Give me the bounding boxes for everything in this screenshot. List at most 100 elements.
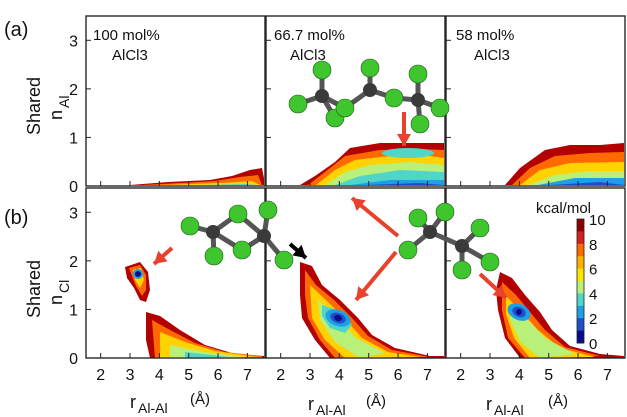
colorbar-tick-label: 10 bbox=[589, 212, 606, 229]
x-tick-label: 4 bbox=[515, 367, 524, 384]
y-tick-label: 3 bbox=[69, 205, 78, 222]
x-tick-label: 6 bbox=[214, 367, 223, 384]
colorbar-swatch bbox=[577, 293, 584, 307]
cl-atom bbox=[228, 204, 248, 224]
x-axis-label-3: r Al-Al (Å) bbox=[486, 393, 568, 417]
frames-overlay bbox=[85, 15, 626, 359]
cl-atom bbox=[312, 60, 332, 80]
al-atom bbox=[315, 89, 329, 103]
colorbar-tick-label: 4 bbox=[589, 286, 597, 303]
x-tick-label: 3 bbox=[306, 367, 315, 384]
al-atom bbox=[411, 93, 425, 107]
colorbar-title: kcal/mol bbox=[536, 200, 591, 217]
x-tick-label: 3 bbox=[126, 367, 135, 384]
colorbar-tick-label: 6 bbox=[589, 262, 597, 279]
x-tick-label: 5 bbox=[544, 367, 553, 384]
contour-a3 bbox=[505, 143, 624, 185]
arrowhead bbox=[492, 284, 506, 298]
x-tick-label: 6 bbox=[394, 367, 403, 384]
cl-atom bbox=[288, 94, 308, 114]
molecule-al2cl6-dimer bbox=[180, 200, 294, 270]
x-tick-label: 7 bbox=[243, 367, 252, 384]
colorbar-swatch bbox=[577, 281, 584, 294]
colorbar-swatch bbox=[577, 231, 584, 245]
x-tick-label: 6 bbox=[574, 367, 583, 384]
colorbar-tick-label: 0 bbox=[589, 336, 597, 353]
colorbar-tick-label: 2 bbox=[589, 311, 597, 328]
y-tick-label: 2 bbox=[69, 82, 78, 99]
svg-text:Shared: Shared bbox=[24, 260, 44, 318]
svg-text:r: r bbox=[486, 394, 492, 414]
arrowhead bbox=[397, 134, 411, 146]
y-tick-label: 0 bbox=[69, 351, 78, 368]
row-label-a: (a) bbox=[4, 19, 28, 41]
x-tick-label: 5 bbox=[364, 367, 373, 384]
colorbar-swatch bbox=[577, 256, 584, 270]
x-tick-label: 2 bbox=[276, 367, 285, 384]
cl-atom bbox=[232, 240, 252, 260]
colorbar-swatch bbox=[577, 268, 584, 282]
cl-atom bbox=[410, 114, 430, 134]
svg-text:Al: Al bbox=[56, 96, 72, 108]
cl-atom bbox=[360, 58, 380, 78]
svg-text:n: n bbox=[46, 110, 66, 120]
y-tick-label: 1 bbox=[69, 302, 78, 319]
x-tick-label: 4 bbox=[335, 367, 344, 384]
panel-a3-composition: 58 mol% bbox=[456, 27, 514, 44]
panel-a1-species: AlCl3 bbox=[112, 47, 148, 64]
arrowhead bbox=[352, 198, 366, 212]
arrowhead bbox=[356, 286, 370, 300]
molecule-al2cl7 bbox=[398, 202, 500, 280]
svg-text:Cl: Cl bbox=[56, 280, 72, 293]
molecule-al3cl10-chain bbox=[288, 58, 450, 134]
cl-atom bbox=[384, 88, 404, 108]
svg-text:(Å): (Å) bbox=[366, 393, 386, 410]
colorbar: kcal/mol 10 8 6 4 2 0 bbox=[536, 200, 606, 353]
al-atom bbox=[206, 225, 220, 239]
cl-atom bbox=[408, 208, 428, 228]
cl-atom bbox=[180, 216, 200, 236]
y-tick-label: 1 bbox=[69, 130, 78, 147]
colorbar-swatch bbox=[577, 243, 584, 257]
panel-a1-composition: 100 mol% bbox=[93, 27, 160, 44]
svg-text:Al-Al: Al-Al bbox=[316, 402, 346, 417]
y-tick-label: 2 bbox=[69, 254, 78, 271]
svg-text:r: r bbox=[308, 394, 314, 414]
svg-text:r: r bbox=[130, 392, 136, 412]
colorbar-swatch bbox=[577, 330, 584, 344]
al-atom bbox=[363, 83, 377, 97]
arrowhead bbox=[292, 244, 306, 258]
x-axis-label-2: r Al-Al (Å) bbox=[308, 393, 386, 417]
contour-b2 bbox=[300, 262, 444, 358]
panel-a2-species: AlCl3 bbox=[290, 47, 326, 64]
y-tick-label: 3 bbox=[69, 33, 78, 50]
x-tick-label: 4 bbox=[155, 367, 164, 384]
cl-atom bbox=[480, 252, 500, 272]
contour-a2 bbox=[300, 143, 444, 185]
al-atom bbox=[455, 239, 469, 253]
cl-atom bbox=[204, 246, 224, 266]
colorbar-swatch bbox=[577, 318, 584, 332]
y-tick-label: 0 bbox=[69, 179, 78, 196]
colorbar-swatch bbox=[577, 305, 584, 319]
al-atom bbox=[423, 225, 437, 239]
cl-atom bbox=[398, 240, 418, 260]
panel-a3-species: AlCl3 bbox=[474, 47, 510, 64]
svg-text:Al-Al: Al-Al bbox=[494, 402, 524, 417]
contour-a1 bbox=[130, 168, 264, 185]
cl-atom bbox=[258, 200, 278, 220]
x-tick-label: 5 bbox=[184, 367, 193, 384]
svg-text:(Å): (Å) bbox=[548, 393, 568, 410]
svg-text:Al-Al: Al-Al bbox=[138, 400, 168, 416]
cl-atom bbox=[335, 98, 355, 118]
colorbar-tick-label: 8 bbox=[589, 237, 597, 254]
arrows bbox=[152, 112, 508, 302]
x-tick-label: 7 bbox=[603, 367, 612, 384]
x-tick-label: 3 bbox=[486, 367, 495, 384]
x-axis-label-1: r Al-Al (Å) bbox=[130, 391, 210, 416]
svg-text:n: n bbox=[46, 295, 66, 305]
cl-atom bbox=[435, 202, 455, 222]
y-axis-label-a: Shared n Al bbox=[24, 77, 72, 135]
cl-atom bbox=[430, 98, 450, 118]
